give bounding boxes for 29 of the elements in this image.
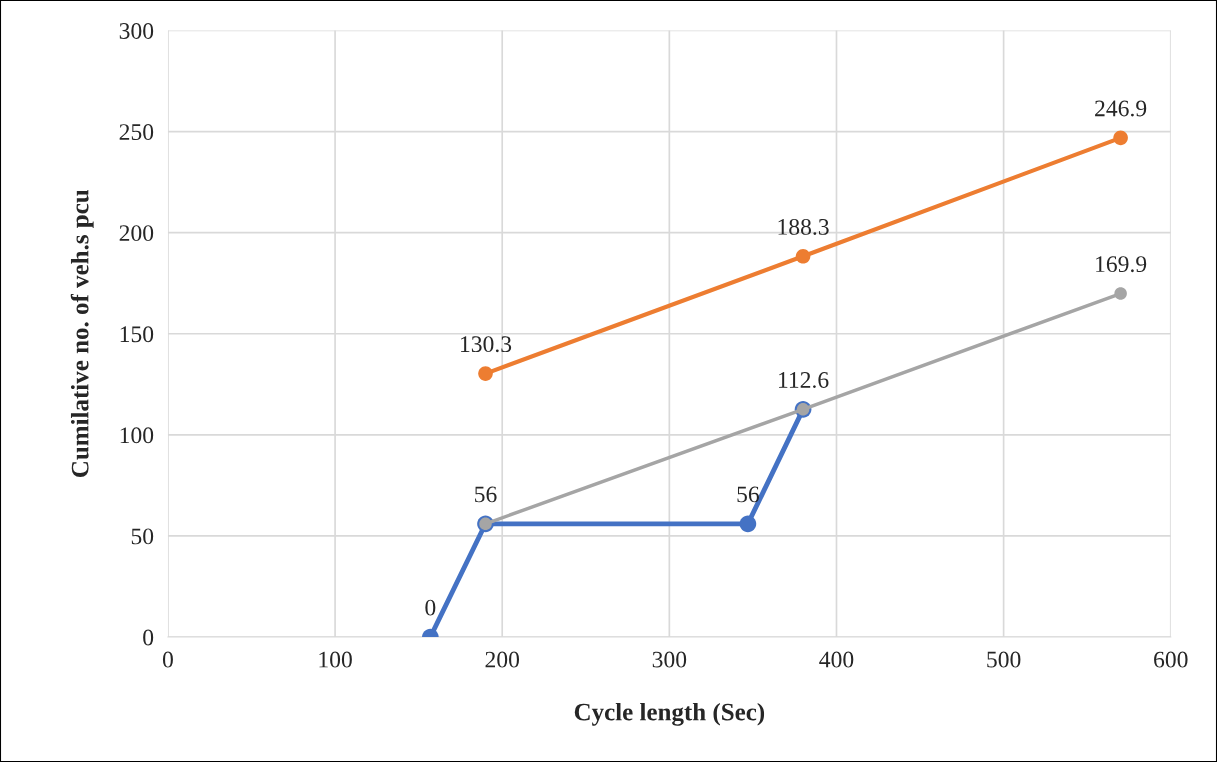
y-tick-label: 0 bbox=[143, 629, 154, 646]
data-label: 112.6 bbox=[779, 372, 829, 389]
x-tick-label: 0 bbox=[162, 651, 173, 668]
data-label: 169.9 bbox=[1096, 256, 1147, 273]
point bbox=[1114, 287, 1127, 300]
y-tick-label: 250 bbox=[119, 124, 154, 140]
y-tick-label: 100 bbox=[120, 427, 154, 444]
data-label: 188.3 bbox=[778, 218, 829, 235]
data-label: 56 bbox=[475, 486, 497, 503]
y-tick-label: 300 bbox=[119, 22, 154, 39]
x-tick-label: 600 bbox=[1154, 651, 1188, 668]
x-axis-title: Cycle length (Sec) bbox=[574, 702, 765, 726]
y-axis-title: Cumilative no. of veh.s pcu bbox=[70, 189, 94, 477]
y-tick-label: 150 bbox=[120, 326, 154, 343]
x-tick-label: 400 bbox=[819, 651, 854, 668]
x-tick-label: 300 bbox=[652, 651, 687, 668]
x-tick-label: 100 bbox=[319, 651, 352, 668]
point bbox=[739, 515, 757, 533]
data-label: 0 bbox=[425, 599, 436, 616]
x-tick-label: 200 bbox=[485, 651, 520, 668]
y-tick-label: 50 bbox=[131, 528, 154, 545]
point bbox=[478, 366, 493, 381]
point bbox=[1113, 130, 1128, 146]
point bbox=[795, 249, 811, 264]
y-tick-label: 200 bbox=[119, 225, 154, 242]
data-label: 56 bbox=[737, 486, 759, 503]
data-label: 130.3 bbox=[461, 336, 512, 353]
data-label: 246.9 bbox=[1095, 100, 1147, 117]
x-tick-label: 500 bbox=[987, 651, 1021, 668]
